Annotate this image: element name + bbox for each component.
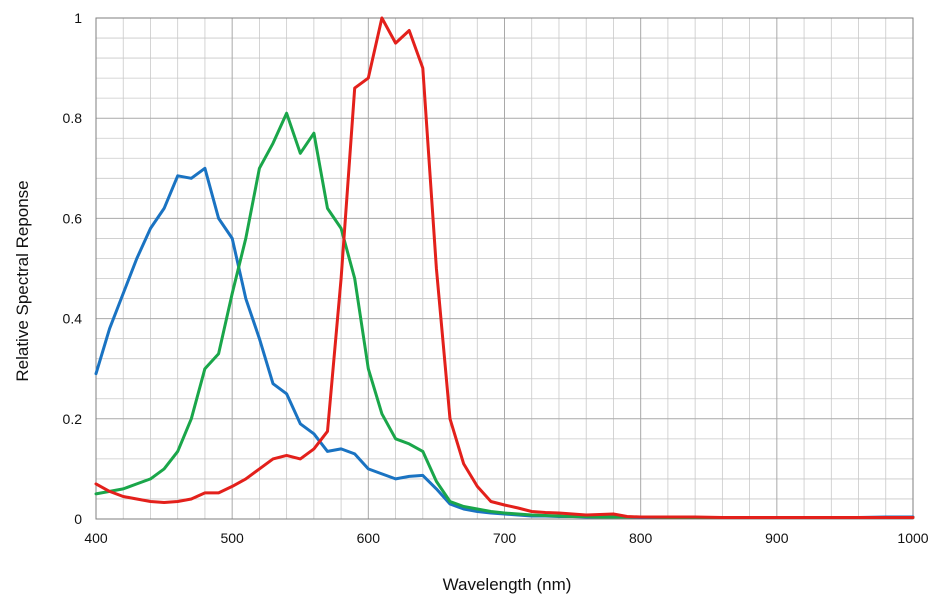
y-tick-label: 1 xyxy=(74,10,82,26)
y-tick-label: 0.6 xyxy=(63,210,83,226)
major-gridlines xyxy=(95,17,914,520)
x-tick-label: 900 xyxy=(765,530,789,546)
x-tick-label: 1000 xyxy=(897,530,928,546)
x-tick-label: 800 xyxy=(629,530,653,546)
y-tick-label: 0.2 xyxy=(63,411,83,427)
y-tick-label: 0.8 xyxy=(63,110,83,126)
x-tick-labels: 400 500 600 700 800 900 1000 xyxy=(84,530,928,546)
x-tick-label: 400 xyxy=(84,530,108,546)
x-tick-label: 600 xyxy=(357,530,381,546)
y-tick-labels: 0 0.2 0.4 0.6 0.8 1 xyxy=(63,10,83,527)
x-tick-label: 500 xyxy=(220,530,244,546)
series-line-2 xyxy=(94,16,915,519)
plot-area-frame xyxy=(95,17,914,520)
x-tick-label: 700 xyxy=(493,530,517,546)
y-axis-title: Relative Spectral Reponse xyxy=(13,180,32,381)
y-tick-label: 0.4 xyxy=(63,311,83,327)
x-axis-title: Wavelength (nm) xyxy=(443,575,572,594)
series-layer xyxy=(94,16,915,519)
y-tick-label: 0 xyxy=(74,511,82,527)
